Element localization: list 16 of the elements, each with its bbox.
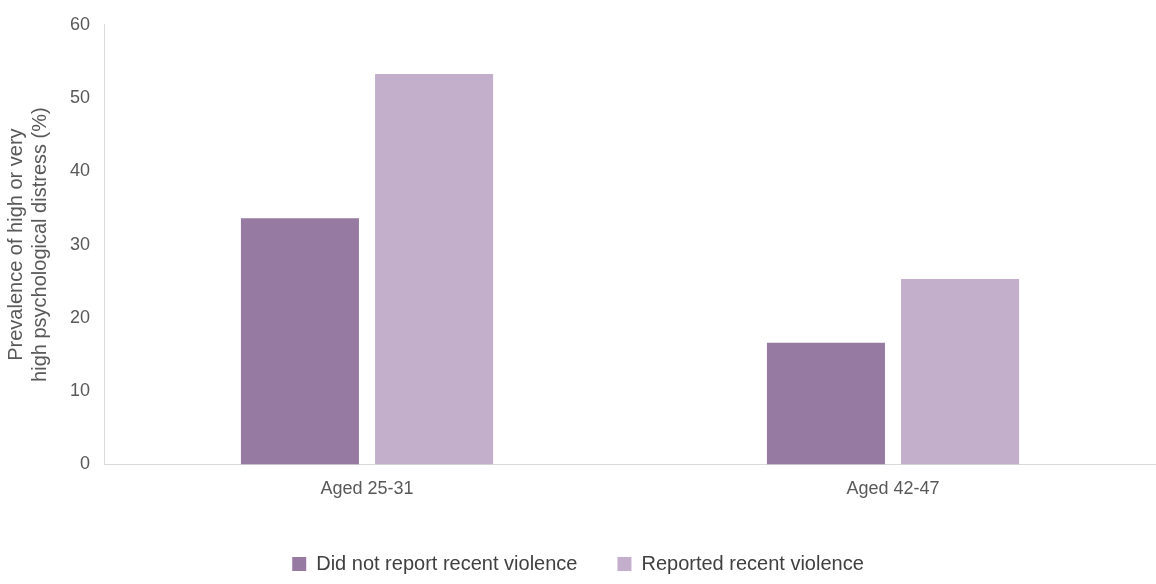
y-axis-title: Prevalence of high or very high psychological distress (%) bbox=[3, 107, 50, 382]
legend-label: Reported recent violence bbox=[641, 551, 864, 574]
bar bbox=[766, 342, 885, 465]
bar bbox=[240, 218, 359, 465]
bar bbox=[901, 279, 1020, 465]
y-tick-label: 60 bbox=[69, 13, 91, 34]
legend-label: Did not report recent violence bbox=[316, 551, 578, 574]
x-tick-label: Aged 25-31 bbox=[320, 478, 414, 499]
y-tick-label: 50 bbox=[69, 87, 91, 108]
x-tick-label: Aged 42-47 bbox=[846, 478, 940, 499]
y-tick-label: 30 bbox=[69, 233, 91, 254]
bar bbox=[375, 73, 494, 465]
y-tick-label: 0 bbox=[80, 453, 91, 474]
y-tick-label: 40 bbox=[69, 160, 91, 181]
y-tick-label: 10 bbox=[69, 380, 91, 401]
y-tick-label: 20 bbox=[69, 306, 91, 327]
